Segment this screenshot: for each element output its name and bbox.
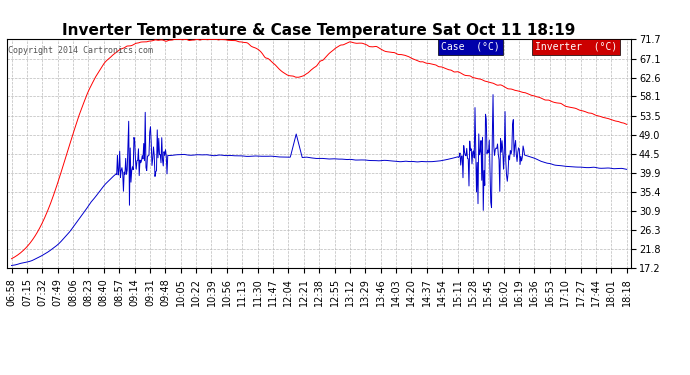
- Text: Copyright 2014 Cartronics.com: Copyright 2014 Cartronics.com: [8, 46, 153, 55]
- Title: Inverter Temperature & Case Temperature Sat Oct 11 18:19: Inverter Temperature & Case Temperature …: [62, 23, 576, 38]
- Text: Case  (°C): Case (°C): [441, 42, 500, 52]
- Text: Inverter  (°C): Inverter (°C): [535, 42, 617, 52]
